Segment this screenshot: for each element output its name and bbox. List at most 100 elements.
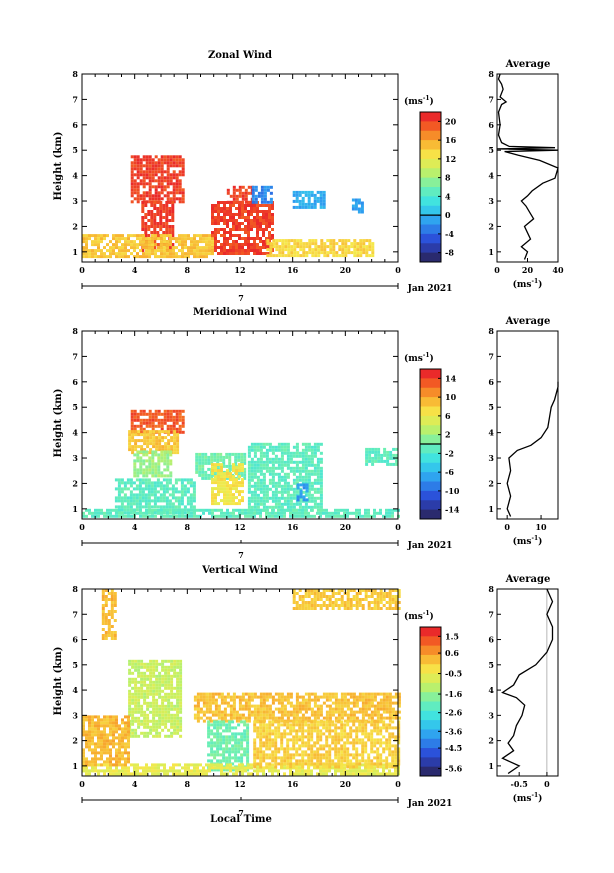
heatmap-cell [193,695,197,699]
heatmap-cell [259,701,263,705]
heatmap-cell [176,659,180,663]
heatmap-cell [214,466,217,470]
heatmap-cell [162,484,166,488]
heatmap-cell [268,466,272,470]
heatmap-cell [220,207,223,210]
heatmap-cell [161,445,165,449]
heatmap-cell [179,668,183,672]
heatmap-cell [391,514,394,518]
heatmap-cell [161,659,165,663]
heatmap-cell [129,499,133,503]
heatmap-cell [319,484,323,488]
heatmap-cell [160,459,164,463]
heatmap-cell [121,766,124,770]
heatmap-cell [223,716,227,720]
heatmap-cell [358,589,362,592]
heatmap-cell [115,736,118,740]
heatmap-cell [121,772,124,776]
heatmap-cell [292,190,296,194]
heatmap-cell [210,738,214,742]
heatmap-cell [232,499,235,503]
heatmap-cell [388,511,391,515]
heatmap-cell [211,487,214,491]
heatmap-cell [229,231,232,234]
heatmap-cell [154,474,158,478]
heatmap-cell [139,249,142,253]
heatmap-cell [213,753,217,757]
heatmap-cell [214,478,217,482]
heatmap-cell [112,736,115,740]
heatmap-cell [355,710,359,714]
heatmap-cell [385,595,389,598]
heatmap-cell [341,248,345,252]
heatmap-cell [334,698,338,702]
heatmap-cell [302,486,306,490]
heatmap-cell [334,511,337,515]
heatmap-cell [115,730,118,734]
heatmap-cell [133,766,136,770]
heatmap-cell [144,213,148,216]
heatmap-cell [166,161,170,165]
heatmap-cell [304,710,308,714]
heatmap-cell [220,234,223,237]
heatmap-cell [222,756,226,760]
heatmap-cell [146,439,150,443]
heatmap-cell [382,763,385,767]
heatmap-cell [226,490,229,494]
heatmap-cell [208,511,211,515]
heatmap-cell [373,592,377,595]
heatmap-cell [155,692,159,696]
heatmap-cell [259,502,263,506]
heatmap-cell [310,496,314,500]
heatmap-cell [136,243,139,247]
heatmap-cell [370,601,374,604]
heatmap-cell [166,468,170,472]
heatmap-cell [265,499,269,503]
heatmap-cell [241,246,244,249]
heatmap-cell [107,610,111,613]
heatmap-cell [307,442,311,446]
heatmap-cell [296,483,300,487]
heatmap-cell [253,252,256,255]
heatmap-cell [280,511,283,515]
heatmap-cell [103,724,106,728]
heatmap-cell [207,744,211,748]
heatmap-cell [223,496,226,500]
heatmap-cell [231,768,235,772]
heatmap-cell [94,234,97,238]
heatmap-cell [319,469,323,473]
heatmap-cell [97,240,100,244]
heatmap-cell [190,772,193,776]
heatmap-cell [82,255,85,259]
heatmap-cell [367,716,371,720]
heatmap-cell [392,462,396,466]
heatmap-cell [187,237,190,241]
heatmap-cell [247,213,250,216]
heatmap-cell [168,231,172,234]
heatmap-cell [397,589,401,592]
heatmap-cell [129,502,133,506]
heatmap-cell [165,207,169,210]
heatmap-cell [283,508,286,512]
profile-x-tick-label: 20 [522,265,534,275]
heatmap-cell [256,478,260,482]
heatmap-cell [334,772,337,776]
heatmap-cell [256,496,260,500]
heatmap-cell [131,445,135,449]
heatmap-cell [265,457,269,461]
heatmap-cell [313,454,317,458]
heatmap-cell [148,200,152,204]
heatmap-cell [210,473,214,477]
heatmap-cell [337,592,341,595]
heatmap-cell [146,433,150,437]
heatmap-cell [298,589,302,592]
heatmap-cell [214,701,218,705]
heatmap-cell [94,252,97,256]
heatmap-cell [380,453,384,457]
heatmap-cell [277,484,281,488]
heatmap-cell [316,595,320,598]
heatmap-cell [168,207,172,210]
heatmap-cell [184,769,187,773]
heatmap-cell [126,508,130,512]
heatmap-cell [165,228,169,231]
